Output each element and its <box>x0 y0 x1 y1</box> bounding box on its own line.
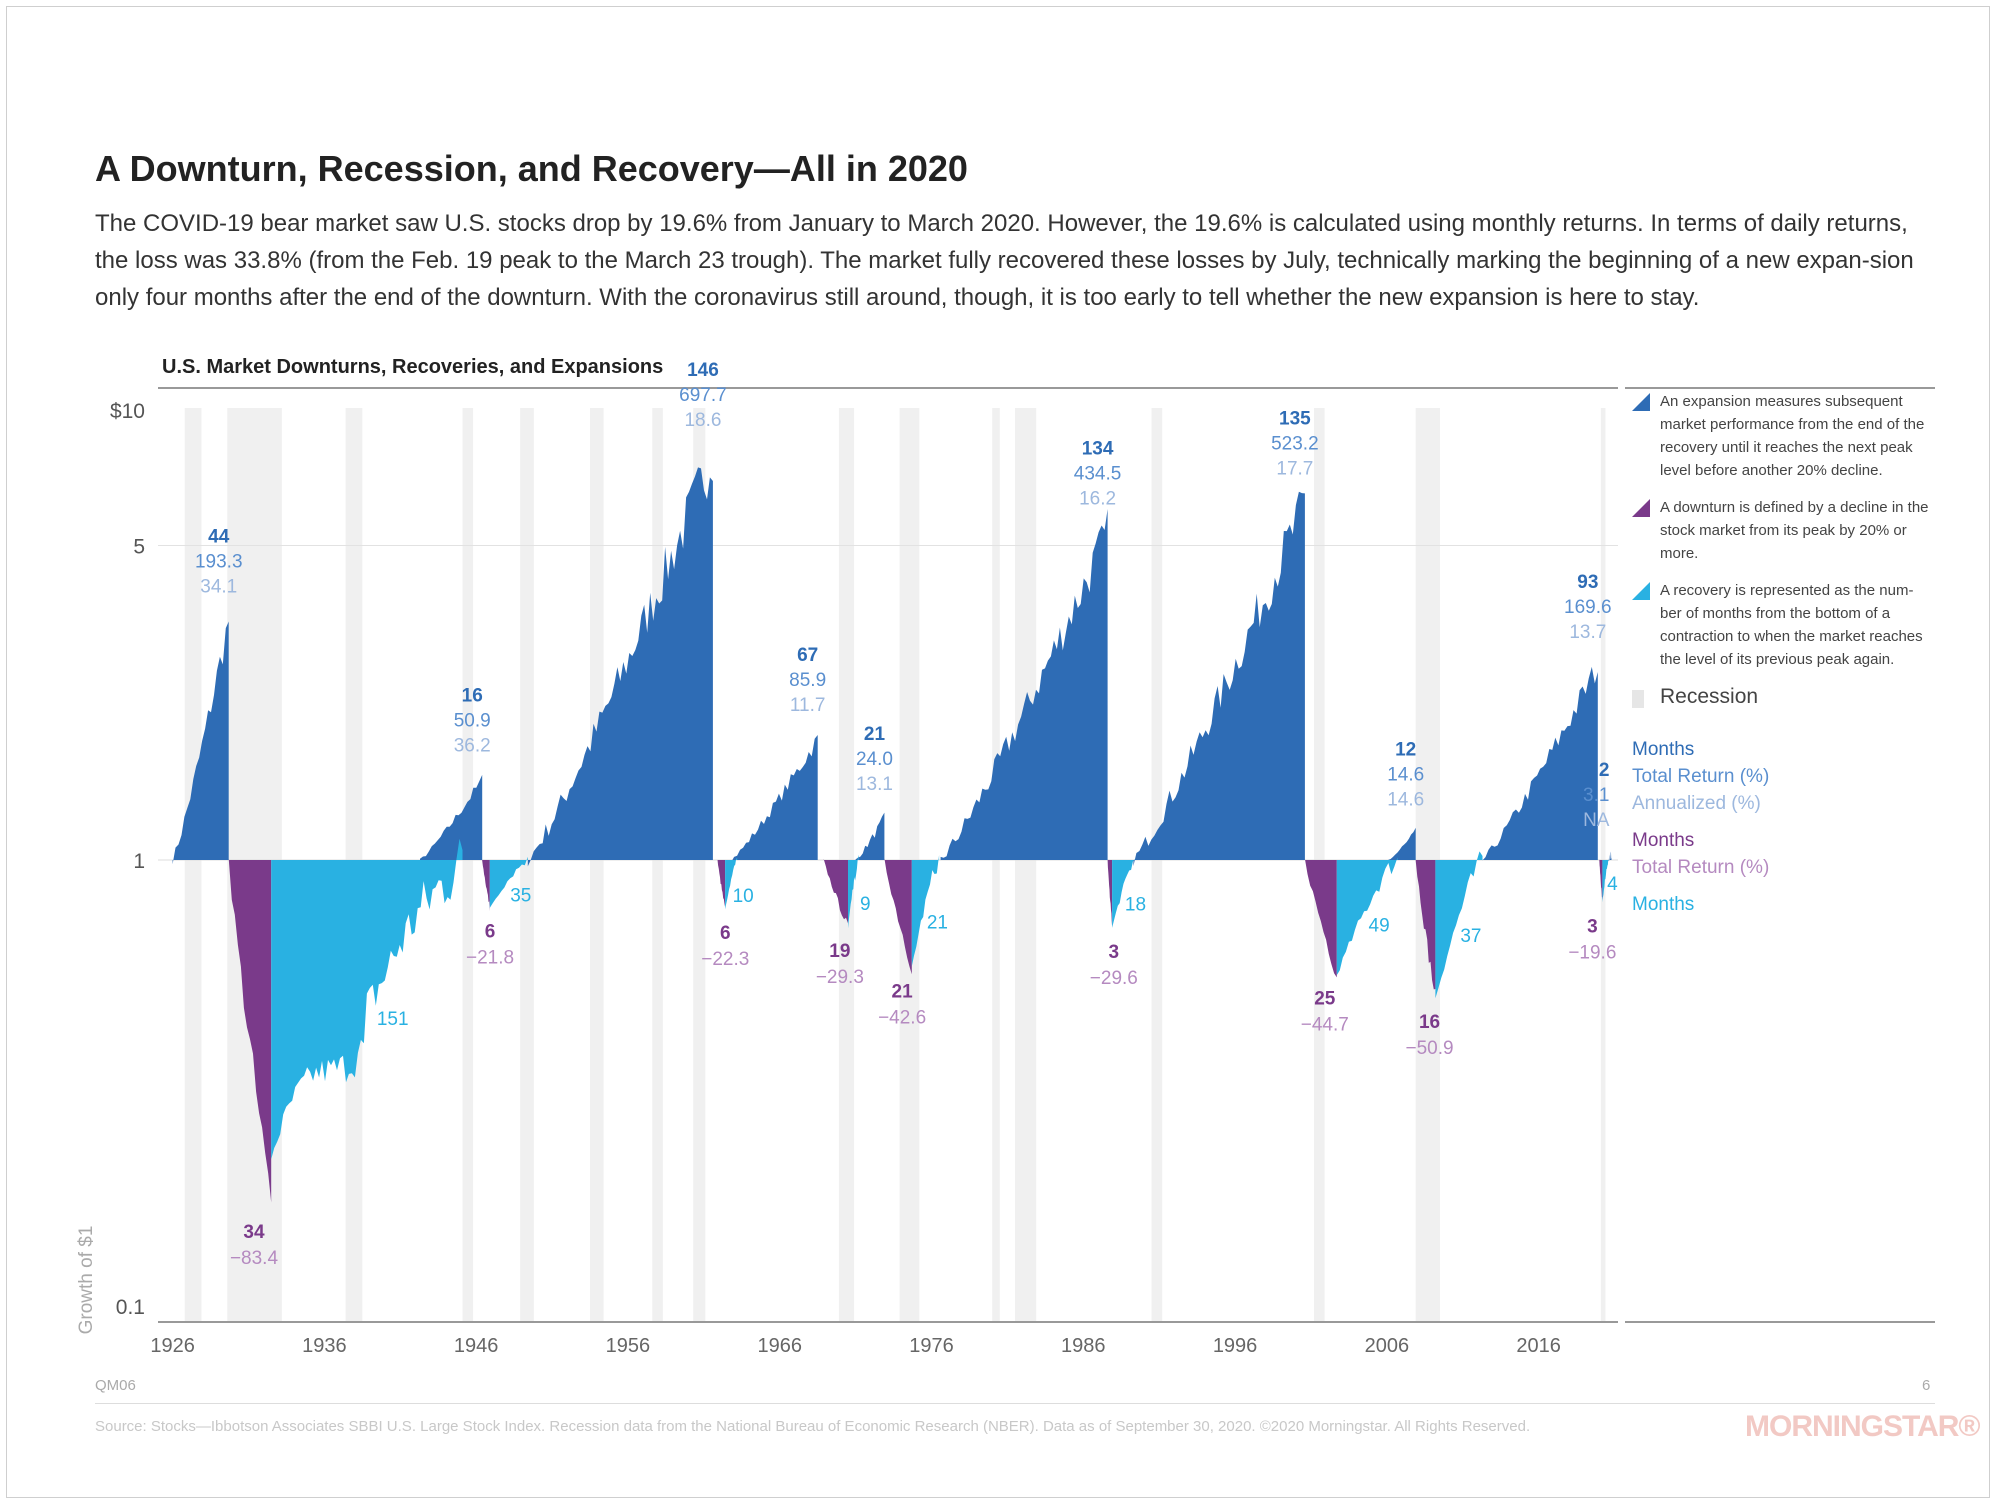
key-downturn-total-return: Total Return (%) <box>1632 857 1770 878</box>
recession-swatch-icon <box>1632 690 1644 708</box>
key-expansion-annualized: Annualized (%) <box>1632 793 1761 814</box>
expansion-triangle-icon <box>1632 393 1650 411</box>
legend-expansion: An expansion measures subsequent market … <box>1632 390 1932 482</box>
key-expansion-total-return: Total Return (%) <box>1632 766 1770 787</box>
key-expansion-months: Months <box>1632 739 1695 760</box>
footer-divider <box>95 1403 1935 1404</box>
downturn-triangle-icon <box>1632 499 1650 517</box>
legend: An expansion measures subsequent market … <box>1632 390 1932 918</box>
legend-downturn: A downturn is defined by a decline in th… <box>1632 496 1932 565</box>
recovery-triangle-icon <box>1632 582 1650 600</box>
page-number: 6 <box>1922 1377 1931 1394</box>
legend-recovery: A recovery is represented as the num-ber… <box>1632 579 1932 671</box>
page-title: A Downturn, Recession, and Recovery—All … <box>95 148 968 189</box>
chart-title: U.S. Market Downturns, Recoveries, and E… <box>162 356 664 378</box>
page-frame <box>6 6 1990 1498</box>
legend-downturn-text: A downturn is defined by a decline in th… <box>1660 499 1929 562</box>
legend-recession-text: Recession <box>1660 685 1759 708</box>
legend-label-keys: Months Total Return (%) Annualized (%) M… <box>1632 736 1932 918</box>
legend-recovery-text: A recovery is represented as the num-ber… <box>1660 582 1923 668</box>
intro-paragraph: The COVID-19 bear market saw U.S. stocks… <box>95 210 1914 311</box>
legend-recession: Recession <box>1632 685 1932 710</box>
morningstar-logo: MORNINGSTAR® <box>1745 1410 1981 1443</box>
source-note: Source: Stocks—Ibbotson Associates SBBI … <box>95 1418 1531 1435</box>
chart-code: QM06 <box>95 1377 136 1394</box>
key-recovery-months: Months <box>1632 894 1695 915</box>
key-downturn-months: Months <box>1632 830 1695 851</box>
legend-expansion-text: An expansion measures subsequent market … <box>1660 393 1925 479</box>
